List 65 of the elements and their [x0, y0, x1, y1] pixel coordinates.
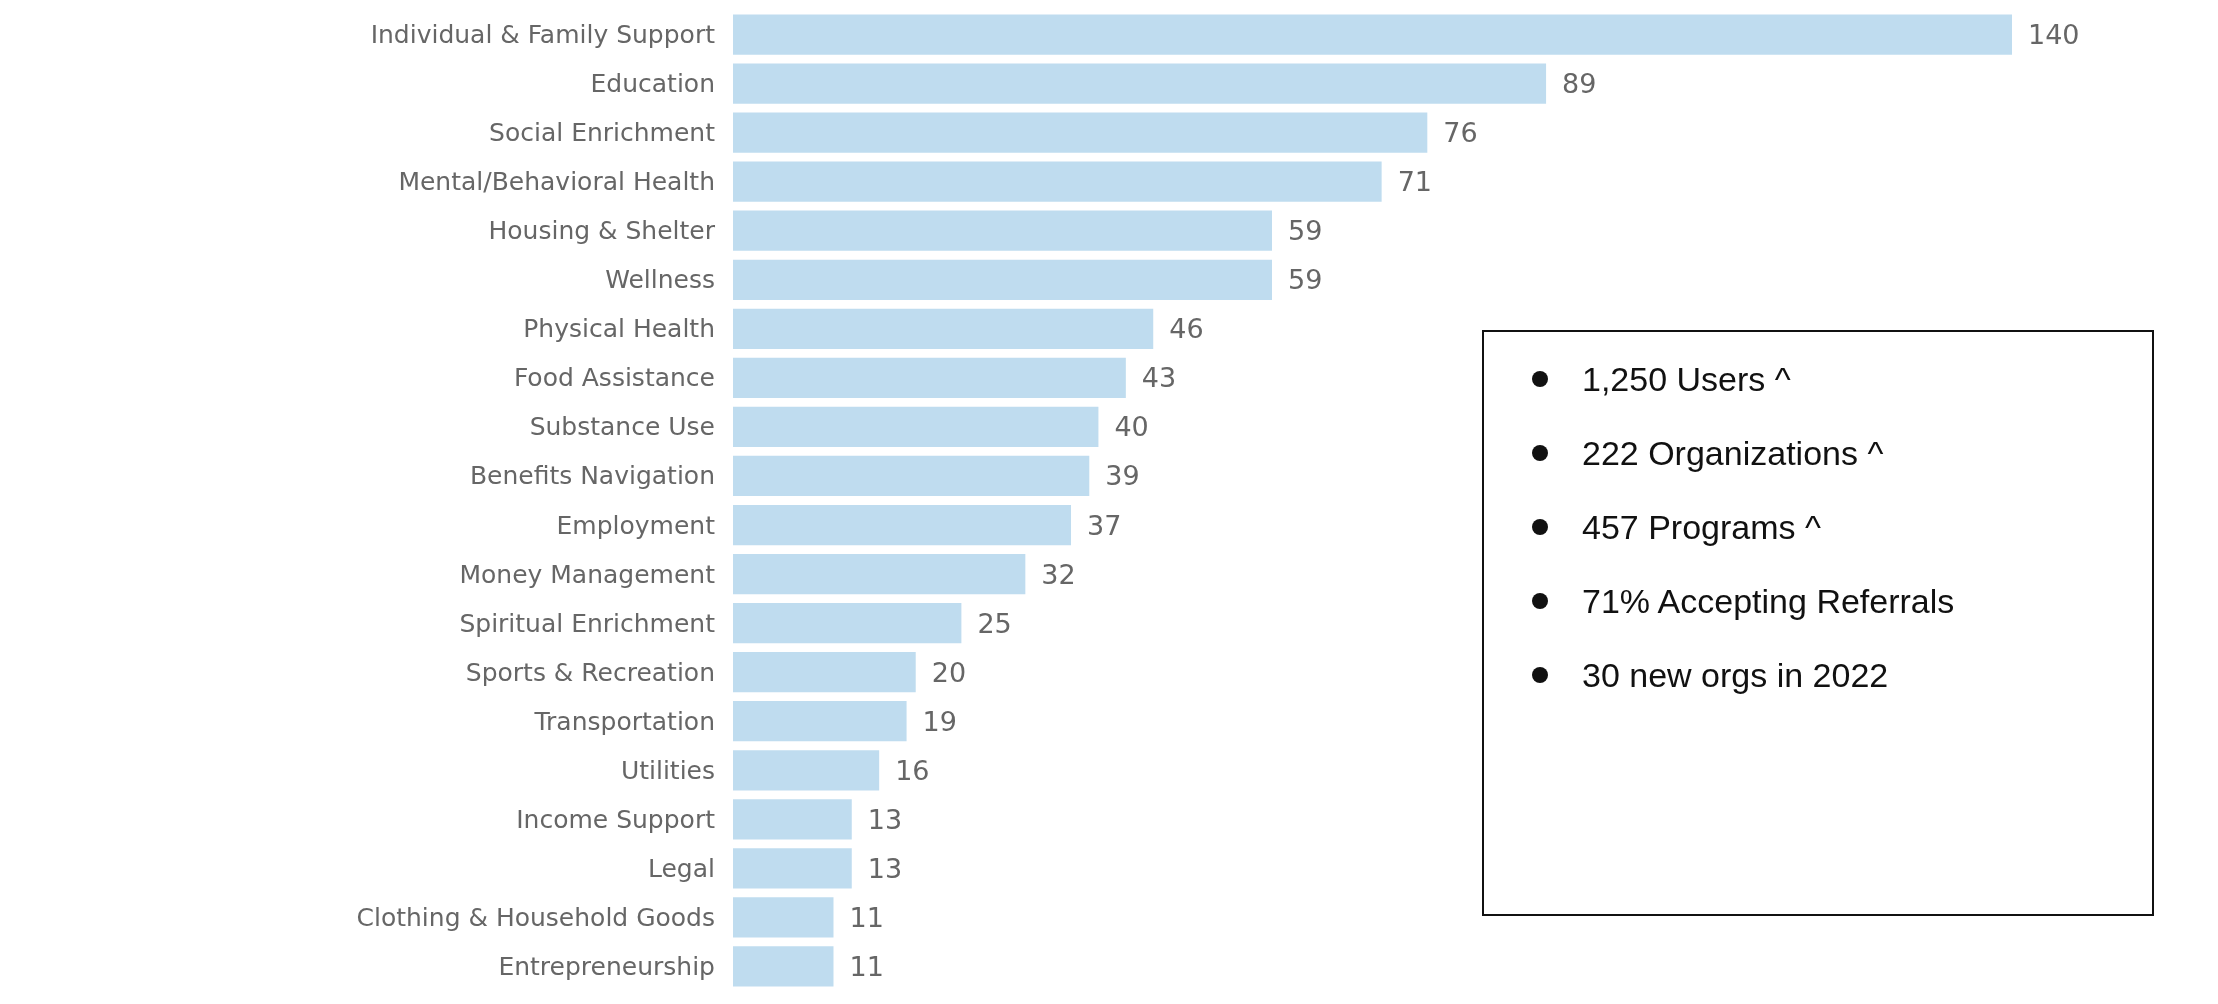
y-tick-label: Individual & Family Support [370, 20, 716, 50]
y-tick-label: Education [590, 69, 715, 99]
y-tick-label: Social Enrichment [489, 118, 716, 148]
bar [733, 112, 1428, 153]
data-label: 20 [931, 656, 967, 688]
data-label: 25 [977, 607, 1012, 639]
data-label: 43 [1141, 362, 1177, 394]
bar [733, 652, 916, 693]
data-label: 11 [849, 901, 884, 933]
bar [733, 897, 834, 938]
y-tick-label: Food Assistance [513, 363, 715, 393]
y-tick-label: Income Support [516, 804, 716, 834]
data-label: 59 [1288, 215, 1323, 247]
bar [733, 210, 1273, 251]
y-tick-label: Mental/Behavioral Health [398, 167, 715, 197]
bar [733, 308, 1154, 349]
data-label: 39 [1105, 460, 1140, 492]
data-label: 13 [867, 803, 903, 835]
y-tick-label: Entrepreneurship [498, 951, 715, 981]
y-tick-label: Clothing & Household Goods [356, 902, 715, 932]
data-label: 16 [895, 754, 930, 786]
y-tick-label: Money Management [459, 559, 716, 589]
y-tick-label: Employment [556, 510, 716, 540]
annotation: 30 new orgs in 2022 [1582, 656, 1889, 694]
annotation: 71% Accepting Referrals [1582, 582, 1955, 620]
y-tick-label: Housing & Shelter [488, 216, 716, 246]
bar [733, 946, 834, 987]
bar [733, 701, 907, 742]
bar [733, 603, 962, 644]
data-label: 40 [1114, 411, 1149, 443]
data-label: 140 [2028, 19, 2080, 51]
data-label: 37 [1087, 509, 1122, 541]
y-tick-label: Sports & Recreation [465, 657, 715, 687]
bar [733, 848, 852, 889]
data-label: 46 [1169, 313, 1204, 345]
y-tick-label: Wellness [605, 265, 715, 295]
bar [733, 63, 1547, 104]
data-label: 32 [1041, 558, 1076, 590]
data-label: 11 [849, 950, 884, 982]
bar [733, 455, 1090, 497]
y-tick-label: Legal [647, 853, 715, 883]
bar [733, 161, 1382, 202]
annotation: 457 Programs ^ [1582, 508, 1821, 546]
bar [733, 750, 880, 791]
bar [733, 259, 1273, 300]
data-label: 71 [1397, 166, 1432, 198]
bar [733, 357, 1126, 398]
y-tick-label: Substance Use [529, 412, 715, 442]
y-tick-label: Physical Health [523, 314, 715, 344]
bar [733, 799, 852, 840]
data-label: 19 [922, 705, 957, 737]
annotation: 1,250 Users ^ [1582, 360, 1791, 398]
data-label: 89 [1562, 68, 1597, 100]
bar [733, 406, 1099, 448]
bar [733, 553, 1026, 595]
y-tick-label: Benefits Navigation [469, 461, 715, 491]
y-tick-label: Spiritual Enrichment [459, 608, 716, 638]
bar [733, 504, 1072, 546]
y-tick-label: Transportation [533, 706, 715, 736]
bar [733, 14, 2012, 55]
data-label: 13 [867, 852, 903, 884]
y-tick-label: Utilities [620, 755, 715, 785]
data-label: 59 [1288, 264, 1323, 296]
data-label: 76 [1443, 117, 1478, 149]
annotation: 222 Organizations ^ [1582, 434, 1884, 472]
